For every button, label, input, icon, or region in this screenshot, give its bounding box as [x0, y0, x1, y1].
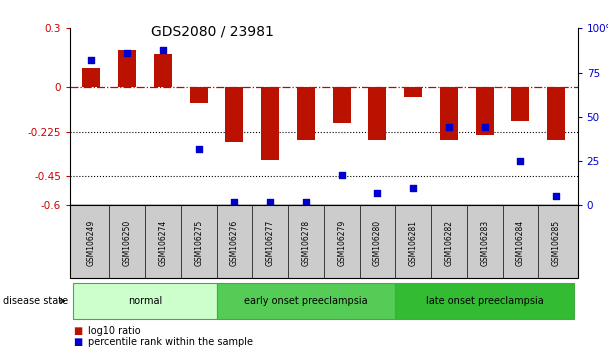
Bar — [118, 50, 136, 87]
Text: GSM106281: GSM106281 — [409, 221, 418, 266]
Text: log10 ratio: log10 ratio — [88, 326, 141, 336]
Text: GSM106275: GSM106275 — [194, 220, 203, 267]
Point — [194, 146, 204, 152]
Point — [337, 172, 347, 178]
Text: GDS2080 / 23981: GDS2080 / 23981 — [151, 25, 274, 39]
Point — [86, 57, 96, 63]
Text: disease state: disease state — [3, 296, 68, 306]
Text: GSM106282: GSM106282 — [444, 221, 454, 266]
Bar — [83, 68, 100, 87]
Point — [444, 125, 454, 130]
Bar — [440, 87, 458, 141]
Point — [373, 190, 382, 196]
Text: ■: ■ — [73, 337, 82, 347]
Text: GSM106277: GSM106277 — [266, 220, 275, 267]
Text: GSM106249: GSM106249 — [87, 220, 96, 267]
Text: ■: ■ — [73, 326, 82, 336]
Point — [265, 199, 275, 205]
Bar — [511, 87, 530, 121]
Bar — [333, 87, 351, 123]
Bar — [297, 87, 315, 141]
Point — [551, 194, 561, 199]
Bar — [404, 87, 422, 97]
Point — [480, 125, 489, 130]
Text: late onset preeclampsia: late onset preeclampsia — [426, 296, 544, 306]
Text: GSM106274: GSM106274 — [158, 220, 167, 267]
Bar — [190, 87, 207, 103]
Text: GSM106279: GSM106279 — [337, 220, 346, 267]
Bar — [547, 87, 565, 141]
Point — [516, 158, 525, 164]
Text: GSM106280: GSM106280 — [373, 220, 382, 267]
Bar — [154, 54, 172, 87]
Point — [409, 185, 418, 190]
Text: GSM106278: GSM106278 — [302, 220, 310, 267]
Text: GSM106283: GSM106283 — [480, 220, 489, 267]
Text: GSM106284: GSM106284 — [516, 220, 525, 267]
Bar — [261, 87, 279, 160]
Text: normal: normal — [128, 296, 162, 306]
Text: percentile rank within the sample: percentile rank within the sample — [88, 337, 253, 347]
Text: GSM106285: GSM106285 — [551, 220, 561, 267]
Bar — [226, 87, 243, 142]
Point — [301, 199, 311, 205]
Bar — [475, 87, 494, 135]
Bar — [368, 87, 386, 141]
Point — [158, 47, 168, 52]
Text: early onset preeclampsia: early onset preeclampsia — [244, 296, 368, 306]
Point — [229, 199, 239, 205]
Text: GSM106276: GSM106276 — [230, 220, 239, 267]
Text: GSM106250: GSM106250 — [123, 220, 131, 267]
Point — [122, 50, 132, 56]
